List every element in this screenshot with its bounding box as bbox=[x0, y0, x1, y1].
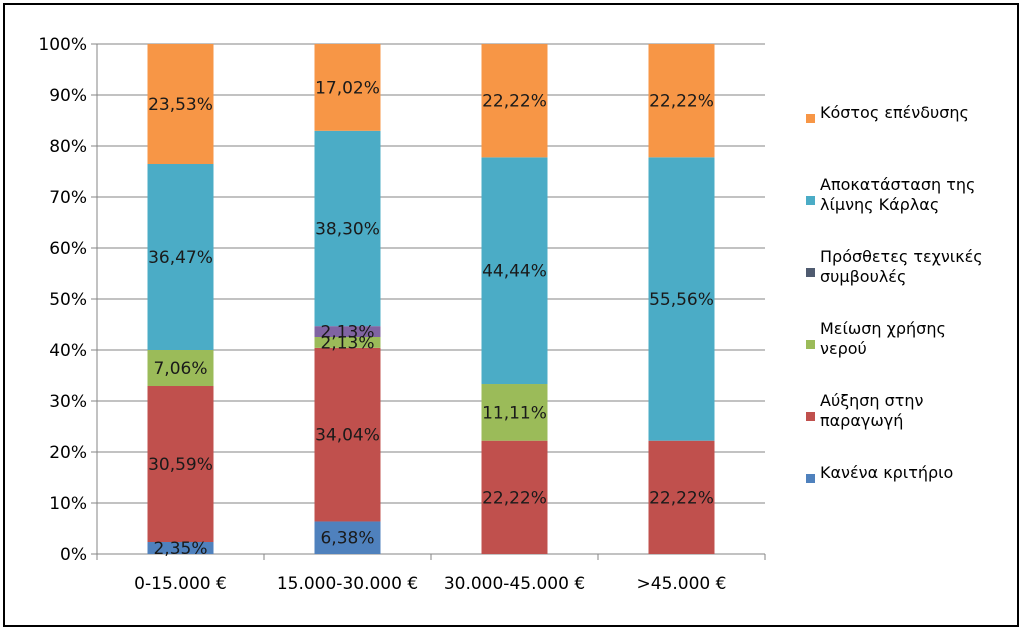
bar-segment bbox=[314, 44, 381, 131]
y-tick-label: 100% bbox=[38, 35, 87, 55]
data-label: 6,38% bbox=[320, 529, 374, 549]
bar-segment bbox=[481, 440, 548, 554]
legend-swatch bbox=[806, 114, 815, 123]
data-label: 7,06% bbox=[153, 359, 207, 379]
data-label: 2,13% bbox=[320, 323, 374, 343]
legend-swatch bbox=[806, 474, 815, 483]
data-label: 23,53% bbox=[148, 95, 213, 115]
bar-segment bbox=[481, 157, 548, 385]
x-tick-label: 15.000-30.000 € bbox=[277, 574, 418, 594]
data-label: 30,59% bbox=[148, 455, 213, 475]
legend-label: λίμνης Κάρλας bbox=[820, 195, 939, 214]
legend-label: συμβουλές bbox=[820, 267, 906, 286]
data-labels: 2,35% 30,59% 7,06% 36,47% 23,53% 6,38% 34,04% 2… bbox=[148, 78, 714, 559]
data-label: 55,56% bbox=[649, 290, 714, 310]
data-label: 38,30% bbox=[315, 219, 380, 239]
y-tick-label: 20% bbox=[49, 443, 87, 463]
data-label: 17,02% bbox=[315, 78, 380, 98]
x-tick-label: 30.000-45.000 € bbox=[444, 574, 585, 594]
bars bbox=[147, 44, 715, 554]
y-tick-label: 90% bbox=[49, 86, 87, 106]
y-tick-label: 30% bbox=[49, 392, 87, 412]
bar-segment bbox=[147, 350, 214, 387]
bar-segment bbox=[314, 326, 381, 337]
bar-segment bbox=[648, 44, 715, 158]
legend-label: Αποκατάσταση της bbox=[820, 175, 975, 194]
x-tick-label: >45.000 € bbox=[637, 574, 727, 594]
legend-swatch bbox=[806, 340, 815, 349]
bar-segment bbox=[314, 130, 381, 327]
bar-segment bbox=[314, 336, 381, 348]
data-label: 22,22% bbox=[649, 92, 714, 112]
y-tick-label: 0% bbox=[60, 545, 87, 565]
data-label: 2,35% bbox=[153, 539, 207, 559]
legend-swatch bbox=[806, 412, 815, 421]
x-axis: 0-15.000 € 15.000-30.000 € 30.000-45.000 €… bbox=[96, 553, 766, 594]
data-label: 22,22% bbox=[649, 488, 714, 508]
legend-label: Κανένα κριτήριο bbox=[820, 463, 953, 482]
bar-segment bbox=[147, 44, 214, 165]
legend-label: νερού bbox=[820, 339, 867, 358]
x-tick-label: 0-15.000 € bbox=[134, 574, 227, 594]
y-axis: 0% 10% 20% 30% 40% 50% 60% 70% 80% 90% 100% bbox=[38, 35, 98, 565]
data-label: 44,44% bbox=[482, 262, 547, 282]
data-label: 22,22% bbox=[482, 488, 547, 508]
legend-label: Κόστος επένδυσης bbox=[820, 103, 969, 122]
y-tick-label: 60% bbox=[49, 239, 87, 259]
bar-segment bbox=[648, 440, 715, 554]
bar-segment bbox=[648, 157, 715, 441]
y-tick-label: 70% bbox=[49, 188, 87, 208]
y-tick-label: 10% bbox=[49, 494, 87, 514]
bar-segment bbox=[481, 384, 548, 441]
legend-label: Μείωση χρήσης bbox=[820, 319, 946, 338]
bar-segment bbox=[147, 386, 214, 543]
legend-label: παραγωγή bbox=[820, 411, 903, 430]
y-tick-label: 50% bbox=[49, 290, 87, 310]
bar-segment bbox=[314, 347, 381, 522]
legend-label: Αύξηση στην bbox=[820, 391, 924, 410]
legend-swatch bbox=[806, 268, 815, 277]
data-label: 11,11% bbox=[482, 403, 547, 423]
bar-segment bbox=[147, 542, 214, 554]
legend-swatch bbox=[806, 196, 815, 205]
data-label: 22,22% bbox=[482, 92, 547, 112]
y-tick-label: 80% bbox=[49, 137, 87, 157]
bar-segment bbox=[481, 44, 548, 158]
data-label: 34,04% bbox=[315, 426, 380, 446]
data-label: 36,47% bbox=[148, 248, 213, 268]
bar-segment bbox=[314, 521, 381, 554]
y-tick-label: 40% bbox=[49, 341, 87, 361]
data-label: 2,13% bbox=[320, 333, 374, 353]
bar-segment bbox=[147, 164, 214, 350]
legend-label: Πρόσθετες τεχνικές bbox=[820, 247, 983, 266]
